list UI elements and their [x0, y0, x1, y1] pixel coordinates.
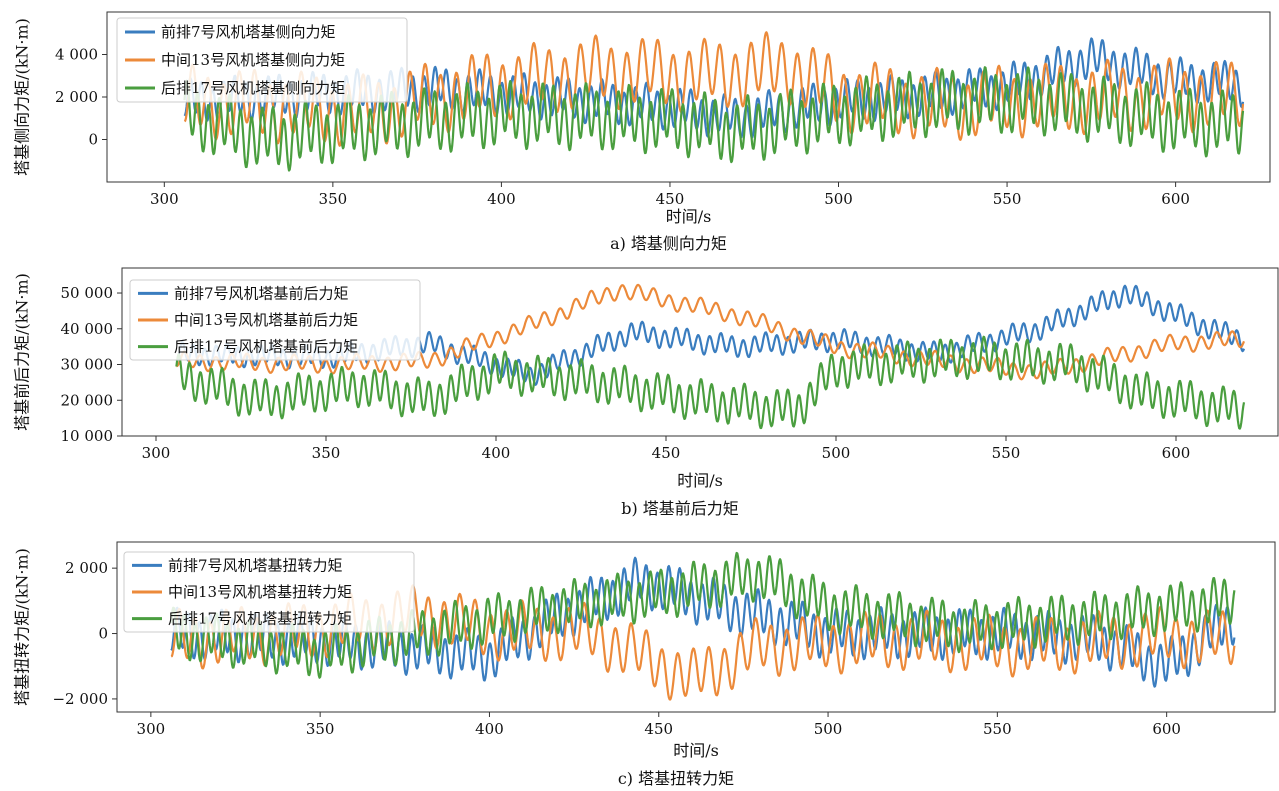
chart-panel-2: 300 350 400 450 500 550 600 10 000 20 000 30 000 4… — [13, 267, 1279, 518]
chart-panel-3: 300 350 400 450 500 550 600 −2 000 0 2 000 时间/s 塔基扭… — [13, 541, 1276, 788]
x-tick-label: 600 — [1161, 190, 1190, 208]
plot-frame — [121, 267, 1279, 437]
x-tick-label: 500 — [822, 444, 851, 462]
legend-label: 后排17号风机塔基扭转力矩 — [168, 610, 352, 628]
legend-label: 前排7号风机塔基侧向力矩 — [161, 23, 336, 41]
legend-label: 中间13号风机塔基前后力矩 — [174, 311, 358, 329]
x-tick-label: 550 — [992, 444, 1021, 462]
y-axis-title: 塔基前后力矩/(kN·m) — [13, 273, 32, 431]
legend-label: 后排17号风机塔基侧向力矩 — [161, 79, 345, 97]
x-tick-label: 450 — [656, 190, 685, 208]
series-line-3 — [175, 335, 1246, 430]
y-tick-label: −2 000 — [52, 690, 108, 708]
y-tick-label: 40 000 — [61, 320, 114, 338]
series-line-3 — [170, 551, 1236, 679]
legend-label: 后排17号风机塔基前后力矩 — [174, 338, 358, 356]
x-tick-label: 300 — [137, 720, 166, 738]
x-tick-label: 350 — [319, 190, 348, 208]
legend-box — [129, 279, 421, 361]
x-tick-label: 400 — [487, 190, 516, 208]
y-tick-label: 0 — [98, 625, 108, 643]
x-tick-label: 450 — [644, 720, 673, 738]
x-tick-label: 450 — [652, 444, 681, 462]
y-tick-label: 0 — [88, 131, 98, 149]
y-tick-label: 30 000 — [61, 356, 114, 374]
plot-frame — [116, 541, 1276, 713]
x-axis-title: 时间/s — [677, 471, 723, 490]
chart-caption: a) 塔基侧向力矩 — [610, 234, 727, 253]
y-tick-label: 2 000 — [65, 559, 108, 577]
chart-caption: b) 塔基前后力矩 — [621, 499, 739, 518]
x-tick-label: 550 — [983, 720, 1012, 738]
x-tick-label: 300 — [150, 190, 179, 208]
x-tick-label: 550 — [993, 190, 1022, 208]
x-tick-label: 400 — [482, 444, 511, 462]
legend-box — [123, 551, 415, 633]
y-tick-label: 2 000 — [55, 88, 98, 106]
x-tick-label: 500 — [814, 720, 843, 738]
x-tick-label: 500 — [824, 190, 853, 208]
x-tick-label: 600 — [1162, 444, 1191, 462]
legend-label: 前排7号风机塔基扭转力矩 — [168, 556, 343, 574]
legend-label: 中间13号风机塔基侧向力矩 — [161, 51, 345, 69]
x-axis-title: 时间/s — [673, 741, 719, 760]
y-axis-title: 塔基扭转力矩/(kN·m) — [13, 548, 32, 706]
x-tick-label: 350 — [306, 720, 335, 738]
legend-label: 前排7号风机塔基前后力矩 — [174, 284, 349, 302]
legend-label: 中间13号风机塔基扭转力矩 — [168, 583, 352, 601]
y-tick-label: 4 000 — [55, 46, 98, 64]
x-tick-label: 300 — [142, 444, 171, 462]
series-line-3 — [183, 66, 1245, 172]
y-axis-title: 塔基侧向力矩/(kN·m) — [13, 18, 32, 176]
y-tick-label: 10 000 — [61, 427, 114, 445]
y-tick-label: 50 000 — [61, 284, 114, 302]
y-tick-label: 20 000 — [61, 391, 114, 409]
legend-box — [116, 17, 408, 103]
x-axis-title: 时间/s — [666, 207, 712, 226]
x-tick-label: 400 — [475, 720, 504, 738]
chart-caption: c) 塔基扭转力矩 — [618, 769, 734, 788]
x-tick-label: 350 — [312, 444, 341, 462]
x-tick-label: 600 — [1152, 720, 1181, 738]
chart-panel-1: 300 350 400 450 500 550 600 0 2 000 4 000 时间/s 塔基侧向… — [13, 11, 1271, 253]
